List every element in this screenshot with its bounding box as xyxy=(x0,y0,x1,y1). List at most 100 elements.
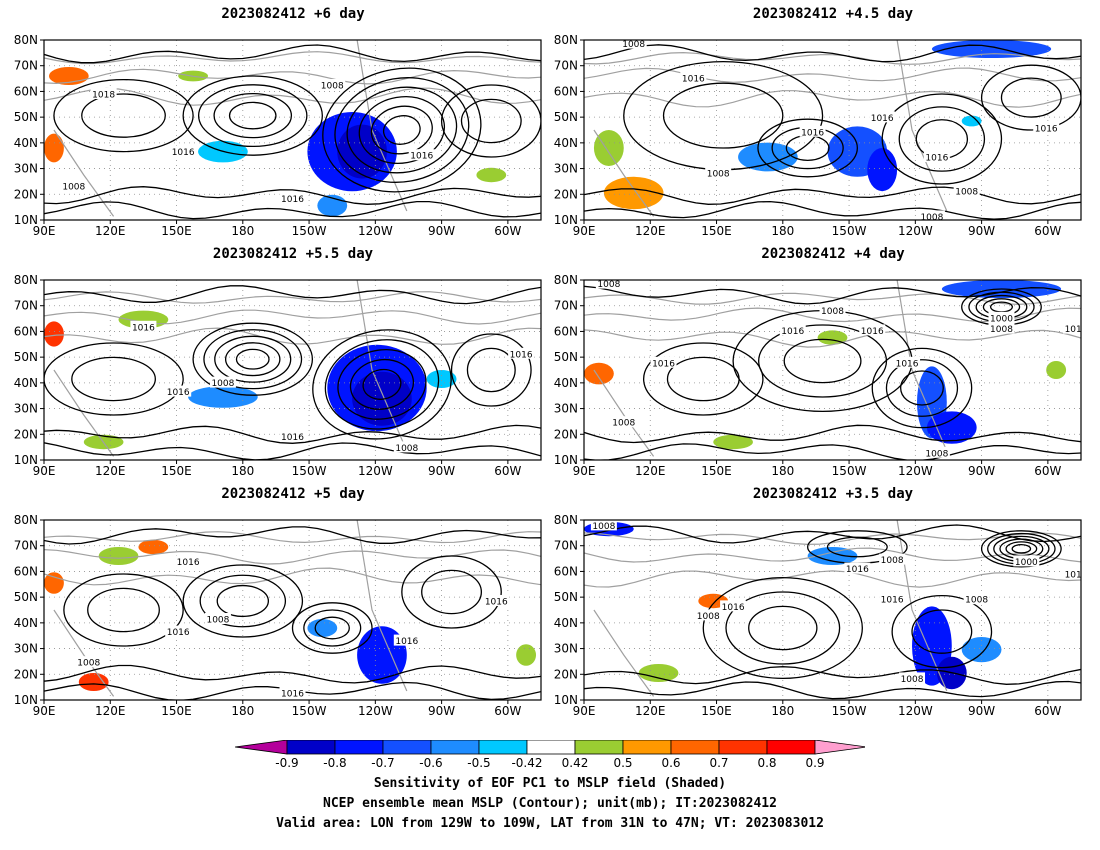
contour-label-bg xyxy=(923,151,950,162)
colorbar-label: 0.8 xyxy=(757,756,777,770)
lon-tick-label: 60W xyxy=(494,224,521,238)
colorbar-label: 0.7 xyxy=(709,756,729,770)
lon-tick-label: 60W xyxy=(1034,704,1061,718)
contour-label: 1008 xyxy=(62,182,85,192)
panel-title-5: 2023082412 +5 day xyxy=(221,486,365,502)
contour-label-bg xyxy=(680,71,707,83)
mslp-contour xyxy=(44,526,541,545)
contour-label-bg xyxy=(75,656,102,668)
mslp-contour xyxy=(584,44,1081,63)
sensitivity-shade xyxy=(188,386,258,408)
contour-label-bg xyxy=(869,111,896,123)
mslp-contour xyxy=(44,200,541,220)
contour-label: 1008 xyxy=(955,188,978,198)
contour-label-bg xyxy=(894,356,921,368)
contour-label-bg xyxy=(393,441,420,453)
lat-tick-label: 50N xyxy=(14,110,38,124)
coastline xyxy=(44,309,541,325)
contour-label: 1008 xyxy=(622,40,645,50)
coastline xyxy=(44,68,541,85)
map-frame xyxy=(583,519,1082,701)
lon-tick-label: 120E xyxy=(635,224,666,238)
lat-tick-label: 50N xyxy=(554,350,578,364)
mslp-contour xyxy=(584,424,1081,444)
contour-label: 1008 xyxy=(821,307,844,317)
lon-tick-label: 150W xyxy=(292,464,327,478)
contour-label: 1018 xyxy=(92,91,115,101)
mslp-contour xyxy=(197,84,308,148)
lat-tick-label: 30N xyxy=(554,402,578,416)
mslp-contour xyxy=(421,569,483,615)
colorbar-label: 0.9 xyxy=(805,756,825,770)
contour-label-bg xyxy=(279,192,306,204)
mslp-contour xyxy=(401,555,502,629)
lon-tick-label: 90E xyxy=(573,224,596,238)
contour-label-bg xyxy=(879,553,906,565)
contour-label: 1016 xyxy=(861,327,884,337)
lon-tick-label: 60W xyxy=(494,464,521,478)
contour-label-bg xyxy=(1013,555,1040,567)
lon-tick-label: 120W xyxy=(358,224,393,238)
contour-label-bg xyxy=(1063,322,1081,334)
lat-tick-label: 80N xyxy=(554,273,578,287)
lon-tick-label: 90W xyxy=(428,224,455,238)
mslp-contour xyxy=(235,348,270,370)
panel-title-1: 2023082412 +6 day xyxy=(221,6,365,22)
lon-tick-label: 150W xyxy=(832,464,867,478)
lon-tick-label: 150E xyxy=(161,224,192,238)
lon-tick-label: 90W xyxy=(968,464,995,478)
lat-tick-label: 20N xyxy=(14,667,38,681)
coastline xyxy=(584,570,1081,588)
colorbar-swatch xyxy=(670,740,720,755)
mslp-contour xyxy=(81,93,166,138)
mslp-contour xyxy=(666,356,740,402)
lat-tick-label: 60N xyxy=(14,564,38,578)
sensitivity-shade xyxy=(44,572,64,594)
mslp-contour xyxy=(192,322,314,396)
lat-tick-label: 30N xyxy=(14,642,38,656)
colorbar-swatch xyxy=(286,740,336,755)
mslp-contour xyxy=(584,443,1081,460)
mslp-contour xyxy=(216,584,270,618)
mslp-contour xyxy=(87,587,160,633)
contour-label: 1016 xyxy=(1035,125,1058,135)
map-content: 1018 1008 1016 1008 1016 1016 xyxy=(44,40,541,220)
colorbar-label: 0.6 xyxy=(661,756,681,770)
mslp-contour xyxy=(44,424,541,444)
lat-tick-label: 10N xyxy=(14,453,38,467)
contour-label: 1016 xyxy=(682,74,705,84)
contour-label-bg xyxy=(483,595,510,606)
coastline xyxy=(356,280,408,452)
sensitivity-shade xyxy=(931,40,1052,58)
sensitivity-shade xyxy=(138,539,169,555)
mslp-contour xyxy=(584,666,1081,685)
contour-label: 1008 xyxy=(707,170,730,180)
map-content: 1016 1016 1008 1016 1008 1016 xyxy=(44,280,541,460)
lon-tick-label: 120W xyxy=(898,224,933,238)
lon-tick-label: 120E xyxy=(95,704,126,718)
mslp-contour xyxy=(980,530,1062,568)
lon-tick-label: 120E xyxy=(635,464,666,478)
mslp-contour xyxy=(900,370,944,406)
mslp-contour xyxy=(662,82,784,149)
contour-label: 1016 xyxy=(177,558,200,568)
lat-tick-label: 30N xyxy=(14,402,38,416)
lat-tick-label: 80N xyxy=(14,513,38,527)
coastline xyxy=(593,369,655,457)
mslp-contour xyxy=(182,75,323,156)
coastline xyxy=(584,51,1081,65)
contour-label: 1016 xyxy=(281,195,304,205)
lat-tick-label: 10N xyxy=(554,453,578,467)
contour-label-bg xyxy=(779,324,806,336)
colorbar-swatch xyxy=(718,740,768,755)
mslp-contour xyxy=(757,118,858,178)
map-panel-5-5-day: 1016 1016 1008 1016 1008 1016 80N 70N 60N 50N 40N 3… xyxy=(14,273,542,478)
lon-tick-label: 120W xyxy=(898,704,933,718)
contour-label-bg xyxy=(130,320,157,332)
lon-tick-label: 180 xyxy=(231,704,254,718)
mslp-contour xyxy=(460,98,522,144)
mslp-contour xyxy=(702,576,863,680)
coastline xyxy=(44,327,541,345)
footer-line-1: Sensitivity of EOF PC1 to MSLP field (Sh… xyxy=(373,776,727,791)
mslp-contour xyxy=(725,591,841,665)
